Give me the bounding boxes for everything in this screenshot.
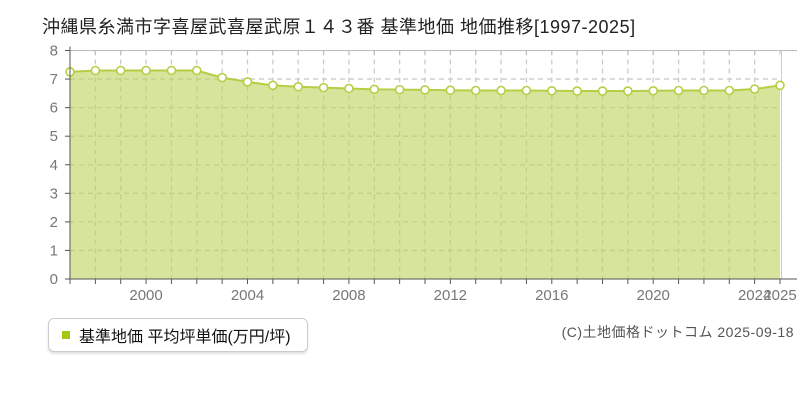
legend-marker-icon xyxy=(62,331,70,339)
svg-text:2000: 2000 xyxy=(129,287,162,304)
legend-label: 基準地価 平均坪単価(万円/坪) xyxy=(79,329,291,346)
svg-text:8: 8 xyxy=(50,43,58,60)
svg-text:2025: 2025 xyxy=(763,287,796,304)
svg-text:2012: 2012 xyxy=(434,287,467,304)
svg-text:2016: 2016 xyxy=(535,287,568,304)
svg-text:2008: 2008 xyxy=(332,287,365,304)
svg-text:2020: 2020 xyxy=(637,287,670,304)
svg-text:5: 5 xyxy=(50,128,58,145)
svg-text:0: 0 xyxy=(50,271,58,288)
svg-text:2004: 2004 xyxy=(231,287,264,304)
svg-text:6: 6 xyxy=(50,100,58,117)
svg-text:2024: 2024 xyxy=(738,287,771,304)
svg-text:3: 3 xyxy=(50,185,58,202)
svg-text:1: 1 xyxy=(50,242,58,259)
svg-text:2: 2 xyxy=(50,214,58,231)
legend: 基準地価 平均坪単価(万円/坪) xyxy=(48,318,308,352)
svg-text:4: 4 xyxy=(50,157,58,174)
copyright-text: (C)土地価格ドットコム 2025-09-18 xyxy=(561,324,794,340)
svg-text:7: 7 xyxy=(50,71,58,88)
page-title: 沖縄県糸満市字喜屋武喜屋武原１４３番 基準地価 地価推移[1997-2025] xyxy=(42,17,636,37)
